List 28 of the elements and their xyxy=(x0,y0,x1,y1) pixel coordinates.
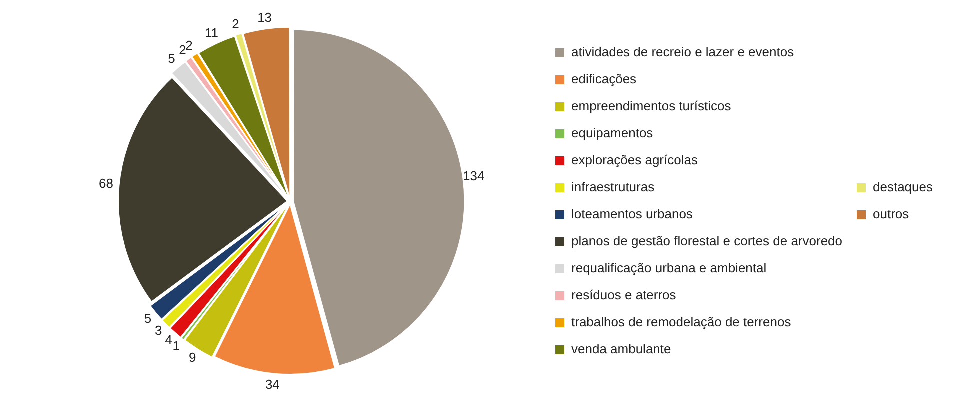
data-label: 68 xyxy=(99,176,114,192)
data-label: 34 xyxy=(265,377,280,392)
data-label: 5 xyxy=(168,51,176,66)
legend-label: atividades de recreio e lazer e eventos xyxy=(572,44,795,60)
data-label: 2 xyxy=(232,16,240,32)
data-label: 134 xyxy=(462,168,485,184)
data-label: 11 xyxy=(205,26,219,41)
data-label: 5 xyxy=(144,311,152,326)
data-label: 13 xyxy=(258,10,272,25)
legend-label: infraestruturas xyxy=(572,180,656,195)
data-label: 9 xyxy=(189,350,196,366)
legend-label: loteamentos urbanos xyxy=(572,206,694,222)
legend-label: explorações agrícolas xyxy=(572,152,698,168)
legend-label: planos de gestão florestal e cortes de arvoredo xyxy=(572,234,843,249)
legend-label: destaques xyxy=(873,180,934,195)
legend-label: equipamentos xyxy=(572,126,654,141)
data-label: 3 xyxy=(155,322,162,338)
legend-label: trabalhos de remodelação de terrenos xyxy=(572,314,792,330)
data-label: 2 xyxy=(179,42,186,58)
data-label: 1 xyxy=(172,338,180,354)
legend-label: empreendimentos turísticos xyxy=(572,98,732,114)
legend-label: outros xyxy=(873,206,910,222)
legend-label: edificações xyxy=(572,72,638,87)
data-label: 4 xyxy=(165,332,172,348)
legend-label: resíduos e aterros xyxy=(572,288,677,303)
data-label: 2 xyxy=(186,38,193,54)
legend-label: requalificação urbana e ambiental xyxy=(572,260,767,276)
legend-label: venda ambulante xyxy=(572,342,672,357)
